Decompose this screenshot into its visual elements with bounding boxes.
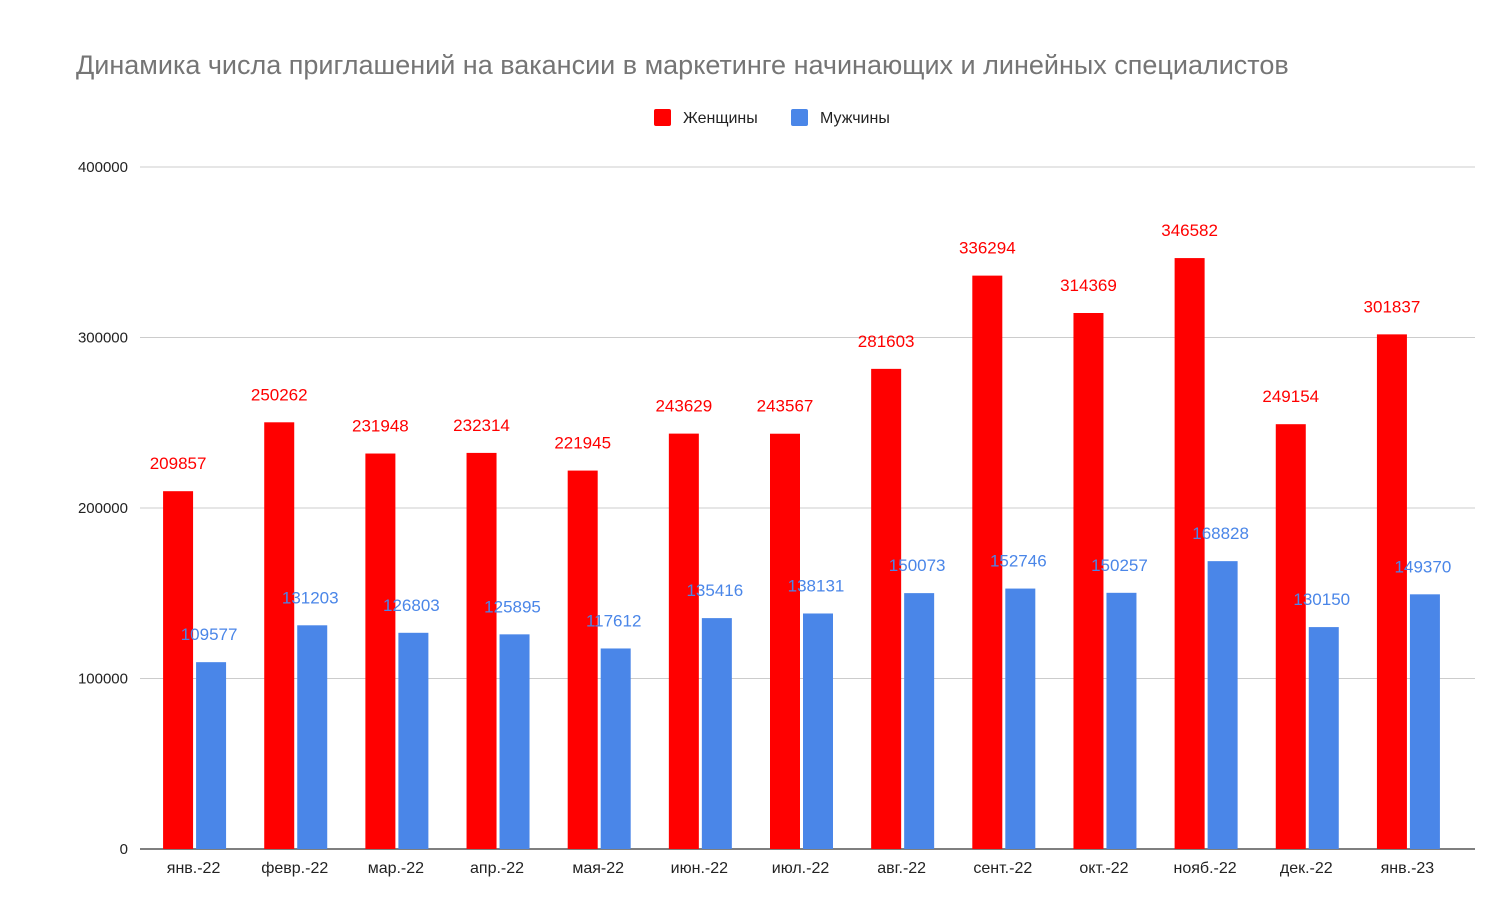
data-label-women-12: 301837 [1364, 297, 1421, 316]
data-label-women-11: 249154 [1262, 387, 1319, 406]
data-label-women-1: 250262 [251, 385, 308, 404]
x-tick-label: дек.-22 [1280, 860, 1333, 877]
bar-men-2 [398, 632, 429, 849]
legend-swatch-women [654, 109, 671, 126]
bar-women-6 [770, 433, 800, 849]
bar-women-12 [1376, 334, 1407, 849]
bar-men-8 [1005, 588, 1036, 849]
x-tick-label: февр.-22 [261, 860, 328, 877]
bar-men-10 [1207, 561, 1238, 849]
data-label-men-10: 168828 [1192, 524, 1249, 543]
bar-women-10 [1174, 258, 1205, 849]
data-label-women-10: 346582 [1161, 221, 1218, 240]
bar-men-7 [904, 593, 935, 849]
bar-women-7 [871, 368, 902, 849]
legend-label-men: Мужчины [820, 110, 890, 127]
y-axis: 0 100000 200000 300000 400000 [78, 159, 128, 858]
bar-women-5 [668, 433, 699, 849]
bar-women-9 [1073, 313, 1104, 849]
bar-men-12 [1409, 594, 1440, 849]
bar-women-0 [163, 491, 194, 849]
chart-title: Динамика числа приглашений на вакансии в… [76, 50, 1289, 80]
bar-men-1 [297, 625, 328, 849]
bar-men-5 [701, 618, 732, 849]
x-tick-label: июн.-22 [671, 860, 728, 877]
bar-women-1 [264, 422, 295, 849]
bar-men-11 [1308, 627, 1339, 849]
bar-women-8 [972, 275, 1003, 849]
legend: Женщины Мужчины [654, 109, 890, 127]
y-tick-label: 300000 [78, 330, 128, 347]
data-label-women-4: 221945 [554, 434, 611, 453]
bar-women-3 [466, 452, 497, 849]
x-tick-label: мая-22 [572, 860, 624, 877]
x-tick-label: июл.-22 [772, 860, 830, 877]
data-labels: 209857 109577 250262 131203 231948 126803 2323… [150, 221, 1452, 644]
data-label-men-7: 150073 [889, 556, 946, 575]
data-label-men-3: 125895 [484, 597, 541, 616]
x-tick-label: мар.-22 [368, 860, 424, 877]
bar-women-2 [365, 453, 396, 849]
bar-men-4 [600, 648, 631, 849]
bar-women-11 [1275, 424, 1306, 849]
data-label-men-6: 138131 [788, 576, 845, 595]
y-tick-label: 400000 [78, 159, 128, 176]
x-tick-label: янв.-22 [167, 860, 221, 877]
data-label-women-9: 314369 [1060, 276, 1117, 295]
data-label-women-8: 336294 [959, 239, 1016, 258]
bar-men-0 [196, 662, 227, 849]
x-tick-label: окт.-22 [1079, 860, 1128, 877]
bars [163, 258, 1440, 849]
data-label-men-8: 152746 [990, 552, 1047, 571]
data-label-men-9: 150257 [1091, 556, 1148, 575]
x-tick-label: нояб.-22 [1174, 860, 1237, 877]
x-tick-label: апр.-22 [470, 860, 524, 877]
y-tick-label: 200000 [78, 500, 128, 517]
bar-men-3 [499, 634, 530, 849]
data-label-women-3: 232314 [453, 416, 510, 435]
data-label-men-5: 135416 [686, 581, 743, 600]
legend-label-women: Женщины [683, 110, 758, 127]
data-label-men-0: 109577 [181, 625, 238, 644]
data-label-men-4: 117612 [586, 611, 641, 630]
data-label-men-1: 131203 [282, 588, 339, 607]
data-label-men-11: 130150 [1293, 590, 1350, 609]
x-tick-label: сент.-22 [973, 860, 1032, 877]
data-label-women-5: 243629 [655, 397, 712, 416]
y-tick-label: 0 [120, 841, 128, 858]
data-label-women-0: 209857 [150, 454, 207, 473]
data-label-women-6: 243567 [757, 397, 814, 416]
bar-men-6 [803, 613, 833, 849]
legend-swatch-men [791, 109, 808, 126]
x-axis: янв.-22 февр.-22 мар.-22 апр.-22 мая-22 июн.-… [167, 860, 1435, 877]
data-label-men-2: 126803 [383, 596, 440, 615]
bar-men-9 [1106, 592, 1137, 849]
data-label-women-7: 281603 [858, 332, 915, 351]
x-tick-label: янв.-23 [1381, 860, 1435, 877]
data-label-women-2: 231948 [352, 417, 409, 436]
x-tick-label: авг.-22 [877, 860, 926, 877]
y-tick-label: 100000 [78, 671, 128, 688]
data-label-men-12: 149370 [1395, 557, 1452, 576]
bar-women-4 [567, 470, 598, 849]
